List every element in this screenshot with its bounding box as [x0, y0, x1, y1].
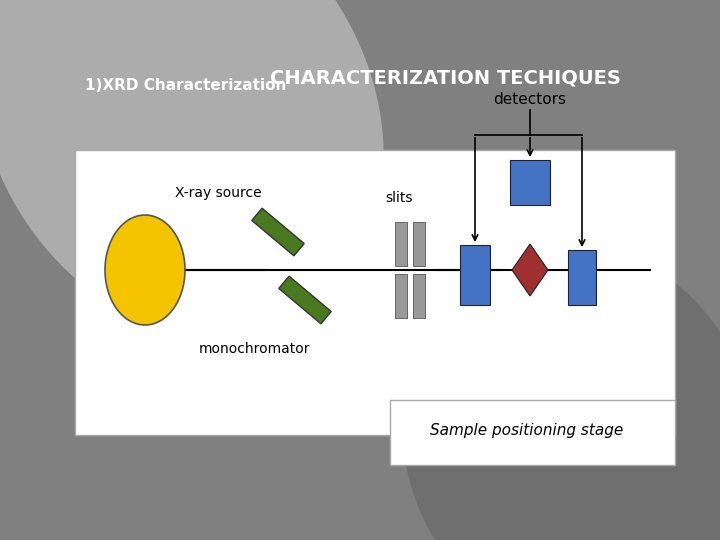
Text: X-ray source: X-ray source [175, 186, 261, 200]
Bar [75, 150, 675, 435]
Text: CHARACTERIZATION TECHIQUES: CHARACTERIZATION TECHIQUES [270, 69, 621, 87]
Text: 1)XRD Characterization: 1)XRD Characterization [85, 78, 287, 92]
Ellipse shape [0, 0, 384, 339]
Bar [413, 274, 425, 318]
Bar [395, 222, 407, 266]
Polygon shape [279, 276, 331, 324]
Bar [568, 250, 596, 305]
Bar [395, 274, 407, 318]
Text: Sample positioning stage: Sample positioning stage [430, 422, 624, 437]
Bar [460, 245, 490, 305]
Bar [413, 222, 425, 266]
Text: slits: slits [385, 191, 413, 205]
Text: detectors: detectors [493, 92, 567, 107]
Polygon shape [512, 244, 548, 296]
Bar [390, 400, 675, 465]
Text: monochromator: monochromator [199, 342, 311, 356]
Polygon shape [252, 208, 305, 256]
Ellipse shape [402, 243, 720, 540]
Bar [510, 160, 550, 205]
Ellipse shape [105, 215, 185, 325]
